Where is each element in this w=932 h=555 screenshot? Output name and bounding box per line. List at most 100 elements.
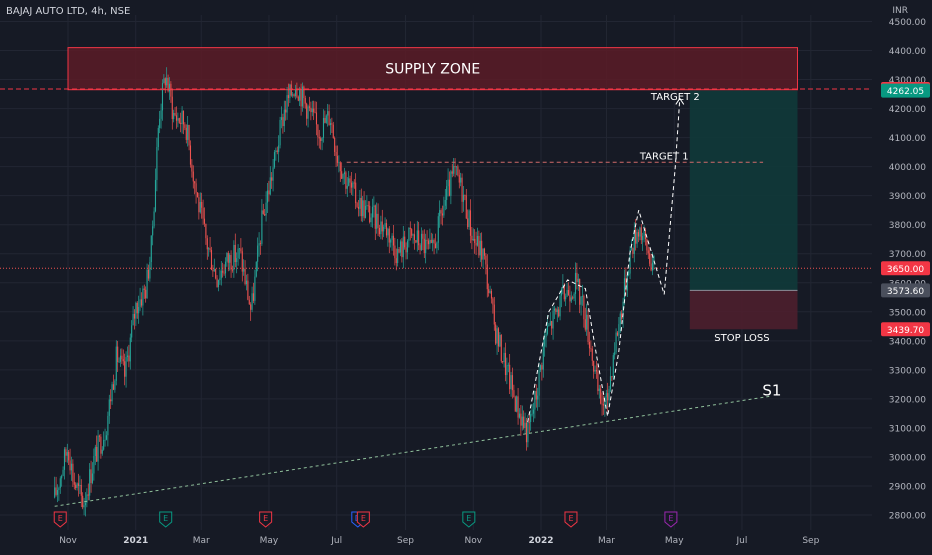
supply-zone-box xyxy=(67,47,798,91)
candle-body xyxy=(615,332,617,353)
candle-body xyxy=(369,205,371,223)
candle-body xyxy=(446,186,448,200)
candle-body xyxy=(251,293,253,310)
candle-body xyxy=(490,290,493,299)
stop-zone-box xyxy=(689,290,798,330)
candle-body xyxy=(153,211,155,227)
candle-body xyxy=(485,255,487,265)
candle-body xyxy=(174,112,176,116)
candle-body xyxy=(565,296,567,300)
candle-body xyxy=(91,473,94,483)
candle-body xyxy=(579,278,581,305)
candle-body xyxy=(418,230,420,246)
candle-body xyxy=(149,262,151,279)
candle-body xyxy=(553,308,556,311)
candle-body xyxy=(215,269,217,279)
candle-body xyxy=(464,194,466,196)
candle-body xyxy=(236,258,238,263)
candle-body xyxy=(577,278,579,282)
y-tick-label: 4500.00 xyxy=(889,18,926,28)
candle-body xyxy=(289,84,291,99)
candle-body xyxy=(163,78,165,84)
candle-body xyxy=(437,216,439,243)
candle-body xyxy=(279,119,281,146)
candle-body xyxy=(338,162,340,164)
candle-body xyxy=(651,262,654,271)
candle-body xyxy=(297,96,299,101)
candle-body xyxy=(152,226,154,236)
price-axis[interactable]: 2800.00 2900.00 3000.00 3100.00 3200.00 3300.… xyxy=(881,18,930,522)
candle-body xyxy=(201,201,203,208)
candle-body xyxy=(591,348,593,361)
candle-body xyxy=(486,264,488,290)
time-axis[interactable]: Nov 2021 Mar May Jul Sep Nov 2022 Mar May Jul Sep xyxy=(59,536,819,546)
candle-body xyxy=(226,252,228,262)
drawings-layer xyxy=(0,88,872,507)
candle-body xyxy=(384,223,386,227)
y-tick-label: 4300.00 xyxy=(889,76,926,86)
candle-body xyxy=(433,239,435,244)
candle-body xyxy=(602,404,605,406)
candle-body xyxy=(301,86,304,107)
candle-body xyxy=(625,278,627,291)
candle-body xyxy=(390,239,392,243)
candle-body xyxy=(538,370,540,396)
candle-body xyxy=(245,280,248,285)
candle-body xyxy=(444,199,446,206)
candle-body xyxy=(559,295,561,317)
candle-body xyxy=(300,90,302,107)
candle-body xyxy=(360,197,362,217)
candle-body xyxy=(621,313,623,319)
support-trendline-s1 xyxy=(54,395,773,507)
candle-body xyxy=(636,232,638,244)
candle-body xyxy=(104,439,106,441)
candle-body xyxy=(184,124,186,128)
candle-body xyxy=(261,210,263,244)
candle-body xyxy=(273,152,276,168)
candle-body xyxy=(170,83,172,97)
candle-body xyxy=(618,324,620,336)
candle-body xyxy=(339,162,341,172)
candle-body xyxy=(122,359,124,362)
x-tick-label: Mar xyxy=(193,536,210,546)
zones-layer: SUPPLY ZONE xyxy=(67,47,798,330)
candle-body xyxy=(363,200,365,218)
candle-body xyxy=(258,243,260,246)
currency-label: INR xyxy=(892,6,908,16)
candle-body xyxy=(194,181,196,184)
candle-body xyxy=(430,239,432,243)
candle-body xyxy=(341,171,343,179)
candle-body xyxy=(210,250,213,271)
candle-body xyxy=(177,118,179,121)
candle-body xyxy=(178,118,180,123)
candle-body xyxy=(252,293,255,301)
candle-body xyxy=(182,110,185,125)
candle-body xyxy=(72,463,74,482)
candle-body xyxy=(635,229,637,244)
candle-body xyxy=(392,235,395,246)
candle-body xyxy=(282,117,284,127)
candle-body xyxy=(154,179,157,212)
candle-body xyxy=(597,371,599,392)
candle-body xyxy=(555,308,557,313)
candle-body xyxy=(355,182,357,204)
candle-body xyxy=(286,95,288,113)
candle-body xyxy=(317,124,319,138)
candle-body xyxy=(325,115,327,123)
candle-body xyxy=(195,183,197,193)
candle-body xyxy=(476,235,479,246)
candle-body xyxy=(294,89,297,97)
candle-body xyxy=(376,213,378,229)
candle-body xyxy=(471,235,473,241)
candle-body xyxy=(434,243,437,249)
candle-body xyxy=(570,297,572,302)
candle-body xyxy=(160,110,162,119)
candle-body xyxy=(259,243,262,245)
candle-body xyxy=(264,213,266,216)
candle-body xyxy=(535,391,537,400)
event-marker-icon xyxy=(664,511,678,528)
candle-body xyxy=(212,270,214,272)
candle-body xyxy=(639,227,641,237)
